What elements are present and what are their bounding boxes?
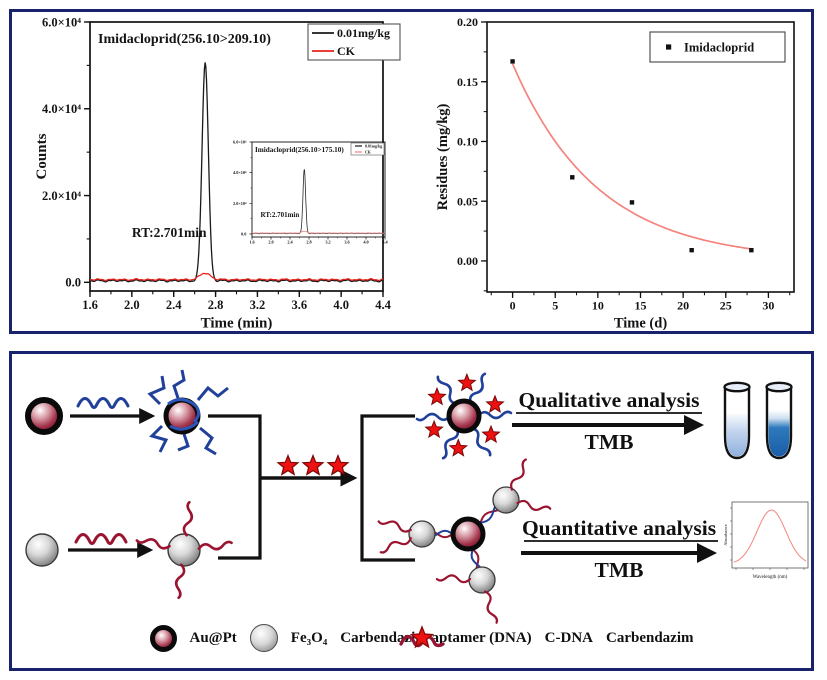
legend-label-carbendazim: Carbendazim <box>605 629 694 646</box>
chart-title: Imidacloprid(256.10>175.10) <box>255 146 344 154</box>
svg-text:2.8: 2.8 <box>208 298 224 312</box>
svg-text:20: 20 <box>677 298 689 312</box>
svg-text:30: 30 <box>762 298 774 312</box>
svg-text:4.4: 4.4 <box>375 298 391 312</box>
svg-text:0.10: 0.10 <box>457 135 478 149</box>
svg-text:CK: CK <box>337 44 356 58</box>
combining-bracket-left <box>208 414 262 560</box>
x-axis-label: Time (d) <box>614 315 667 330</box>
schematic-drawing: Qualitative analysis TMB Quantitative an… <box>25 369 809 624</box>
chromatogram-inset-chart: 1.6 2.0 2.4 2.8 3.2 3.6 4.0 4.4 0.0 2.0×10⁴ 4.0×10… <box>233 140 389 245</box>
data-point <box>749 247 754 253</box>
data-point <box>689 247 694 253</box>
svg-text:2.0×10⁴: 2.0×10⁴ <box>42 189 81 203</box>
products-bracket-right <box>360 414 415 562</box>
svg-text:6.0×10⁴: 6.0×10⁴ <box>42 16 81 29</box>
svg-text:2.4: 2.4 <box>166 298 182 312</box>
svg-text:0.0: 0.0 <box>65 276 81 290</box>
svg-text:4.4: 4.4 <box>382 240 388 245</box>
svg-text:CK: CK <box>365 150 371 154</box>
y-axis-label: Absorbance <box>723 524 728 546</box>
svg-text:3.6: 3.6 <box>291 298 307 312</box>
aupt-sphere-icon <box>149 624 177 652</box>
y-axis-label: Counts <box>34 133 50 179</box>
residue-decay-chart: 0 5 10 15 20 25 30 0.00 0.05 0.10 0.15 0.20 Time (d)… <box>435 15 795 330</box>
svg-text:4.0: 4.0 <box>363 240 368 245</box>
data-point <box>570 175 575 180</box>
svg-text:4.0×10⁴: 4.0×10⁴ <box>233 170 247 175</box>
rt-annotation: RT:2.701min <box>261 211 300 219</box>
series-0.01mg/kg <box>251 169 385 235</box>
data-point <box>629 200 635 205</box>
chart-legend <box>307 23 401 61</box>
aupt-aptamer-conjugate <box>147 369 229 456</box>
svg-text:10: 10 <box>592 298 604 312</box>
test-tube-dark <box>765 381 793 460</box>
svg-text:25: 25 <box>720 298 732 312</box>
svg-text:2.0×10⁴: 2.0×10⁴ <box>233 201 247 206</box>
svg-text:2.0: 2.0 <box>268 240 273 245</box>
svg-text:Imidacloprid: Imidacloprid <box>684 40 754 54</box>
legend-label-aupt: Au@Pt <box>189 629 237 646</box>
chart-legend <box>649 31 786 63</box>
detection-schematic-panel: Qualitative analysis TMB Quantitative an… <box>9 351 814 671</box>
fe3o4-cdna-conjugate <box>135 500 233 600</box>
qualitative-tmb-label: TMB <box>585 430 634 454</box>
legend-label-cdna: C-DNA <box>544 629 593 646</box>
series-0.01mg/kg <box>89 62 383 283</box>
schematic-legend: Au@Pt Fe₃O₄ Carbendazim aptamer (DNA) C-… <box>40 624 803 652</box>
quantitative-analysis-label: Quantitative analysis <box>522 516 716 540</box>
absorbance-spectrum-chart: Wavelength (nm) Absorbance <box>723 501 809 580</box>
svg-text:3.2: 3.2 <box>250 298 266 312</box>
svg-text:0.01mg/kg: 0.01mg/kg <box>365 144 382 148</box>
svg-text:1.6: 1.6 <box>249 240 255 245</box>
svg-text:4.0: 4.0 <box>333 298 349 312</box>
chart-title: Imidacloprid(256.10>209.10) <box>98 32 271 47</box>
svg-text:0.05: 0.05 <box>457 194 478 208</box>
quantitative-network-complex <box>377 458 552 624</box>
legend-label-fe3o4: Fe₃O₄ <box>290 629 328 646</box>
aupt-sphere <box>25 397 63 435</box>
x-axis-label: Time (min) <box>201 315 273 330</box>
fe3o4-sphere-icon <box>249 624 278 652</box>
test-tube-light <box>723 381 751 460</box>
y-axis-label: Residues (mg/kg) <box>435 103 451 210</box>
svg-text:2.8: 2.8 <box>306 240 311 245</box>
cdna-wave-icon <box>74 533 128 545</box>
qualitative-complex <box>415 372 513 460</box>
quantitative-tmb-label: TMB <box>595 558 644 582</box>
svg-text:0.20: 0.20 <box>457 15 478 29</box>
svg-text:0.00: 0.00 <box>457 254 478 268</box>
svg-text:3.6: 3.6 <box>344 240 350 245</box>
legend-label-aptamer: Carbendazim aptamer (DNA) <box>340 629 532 646</box>
svg-text:6.0×10⁴: 6.0×10⁴ <box>233 140 247 145</box>
data-point <box>510 59 515 64</box>
carbendazim-stars <box>277 454 349 476</box>
svg-text:0.15: 0.15 <box>457 75 478 89</box>
svg-text:1.6: 1.6 <box>82 298 98 312</box>
svg-text:2.4: 2.4 <box>287 240 293 245</box>
carbendazim-star-icon <box>410 626 433 648</box>
exponential-fit-curve <box>511 63 752 250</box>
chromatogram-chart: 1.6 2.0 2.4 2.8 3.2 3.6 4.0 4.4 0.0 2.0×10⁴ 4.0×10… <box>34 16 401 330</box>
svg-text:5: 5 <box>552 298 558 312</box>
svg-text:0.0: 0.0 <box>241 231 246 236</box>
series-CK <box>89 272 384 282</box>
svg-text:4.0×10⁴: 4.0×10⁴ <box>42 102 81 116</box>
svg-text:0: 0 <box>510 298 516 312</box>
qualitative-analysis-label: Qualitative analysis <box>519 388 700 412</box>
aptamer-wave-icon <box>76 397 130 409</box>
rt-annotation: RT:2.701min <box>132 225 207 240</box>
fe3o4-sphere <box>25 533 59 567</box>
chromatography-results-panel: 1.6 2.0 2.4 2.8 3.2 3.6 4.0 4.4 0.0 2.0×10⁴ 4.0×10… <box>9 9 814 334</box>
svg-text:2.0: 2.0 <box>124 298 140 312</box>
x-axis-label: Wavelength (nm) <box>753 575 788 580</box>
svg-text:3.2: 3.2 <box>325 240 330 245</box>
svg-text:0.01mg/kg: 0.01mg/kg <box>337 26 390 40</box>
series-CK <box>251 230 385 234</box>
svg-text:15: 15 <box>635 298 647 312</box>
